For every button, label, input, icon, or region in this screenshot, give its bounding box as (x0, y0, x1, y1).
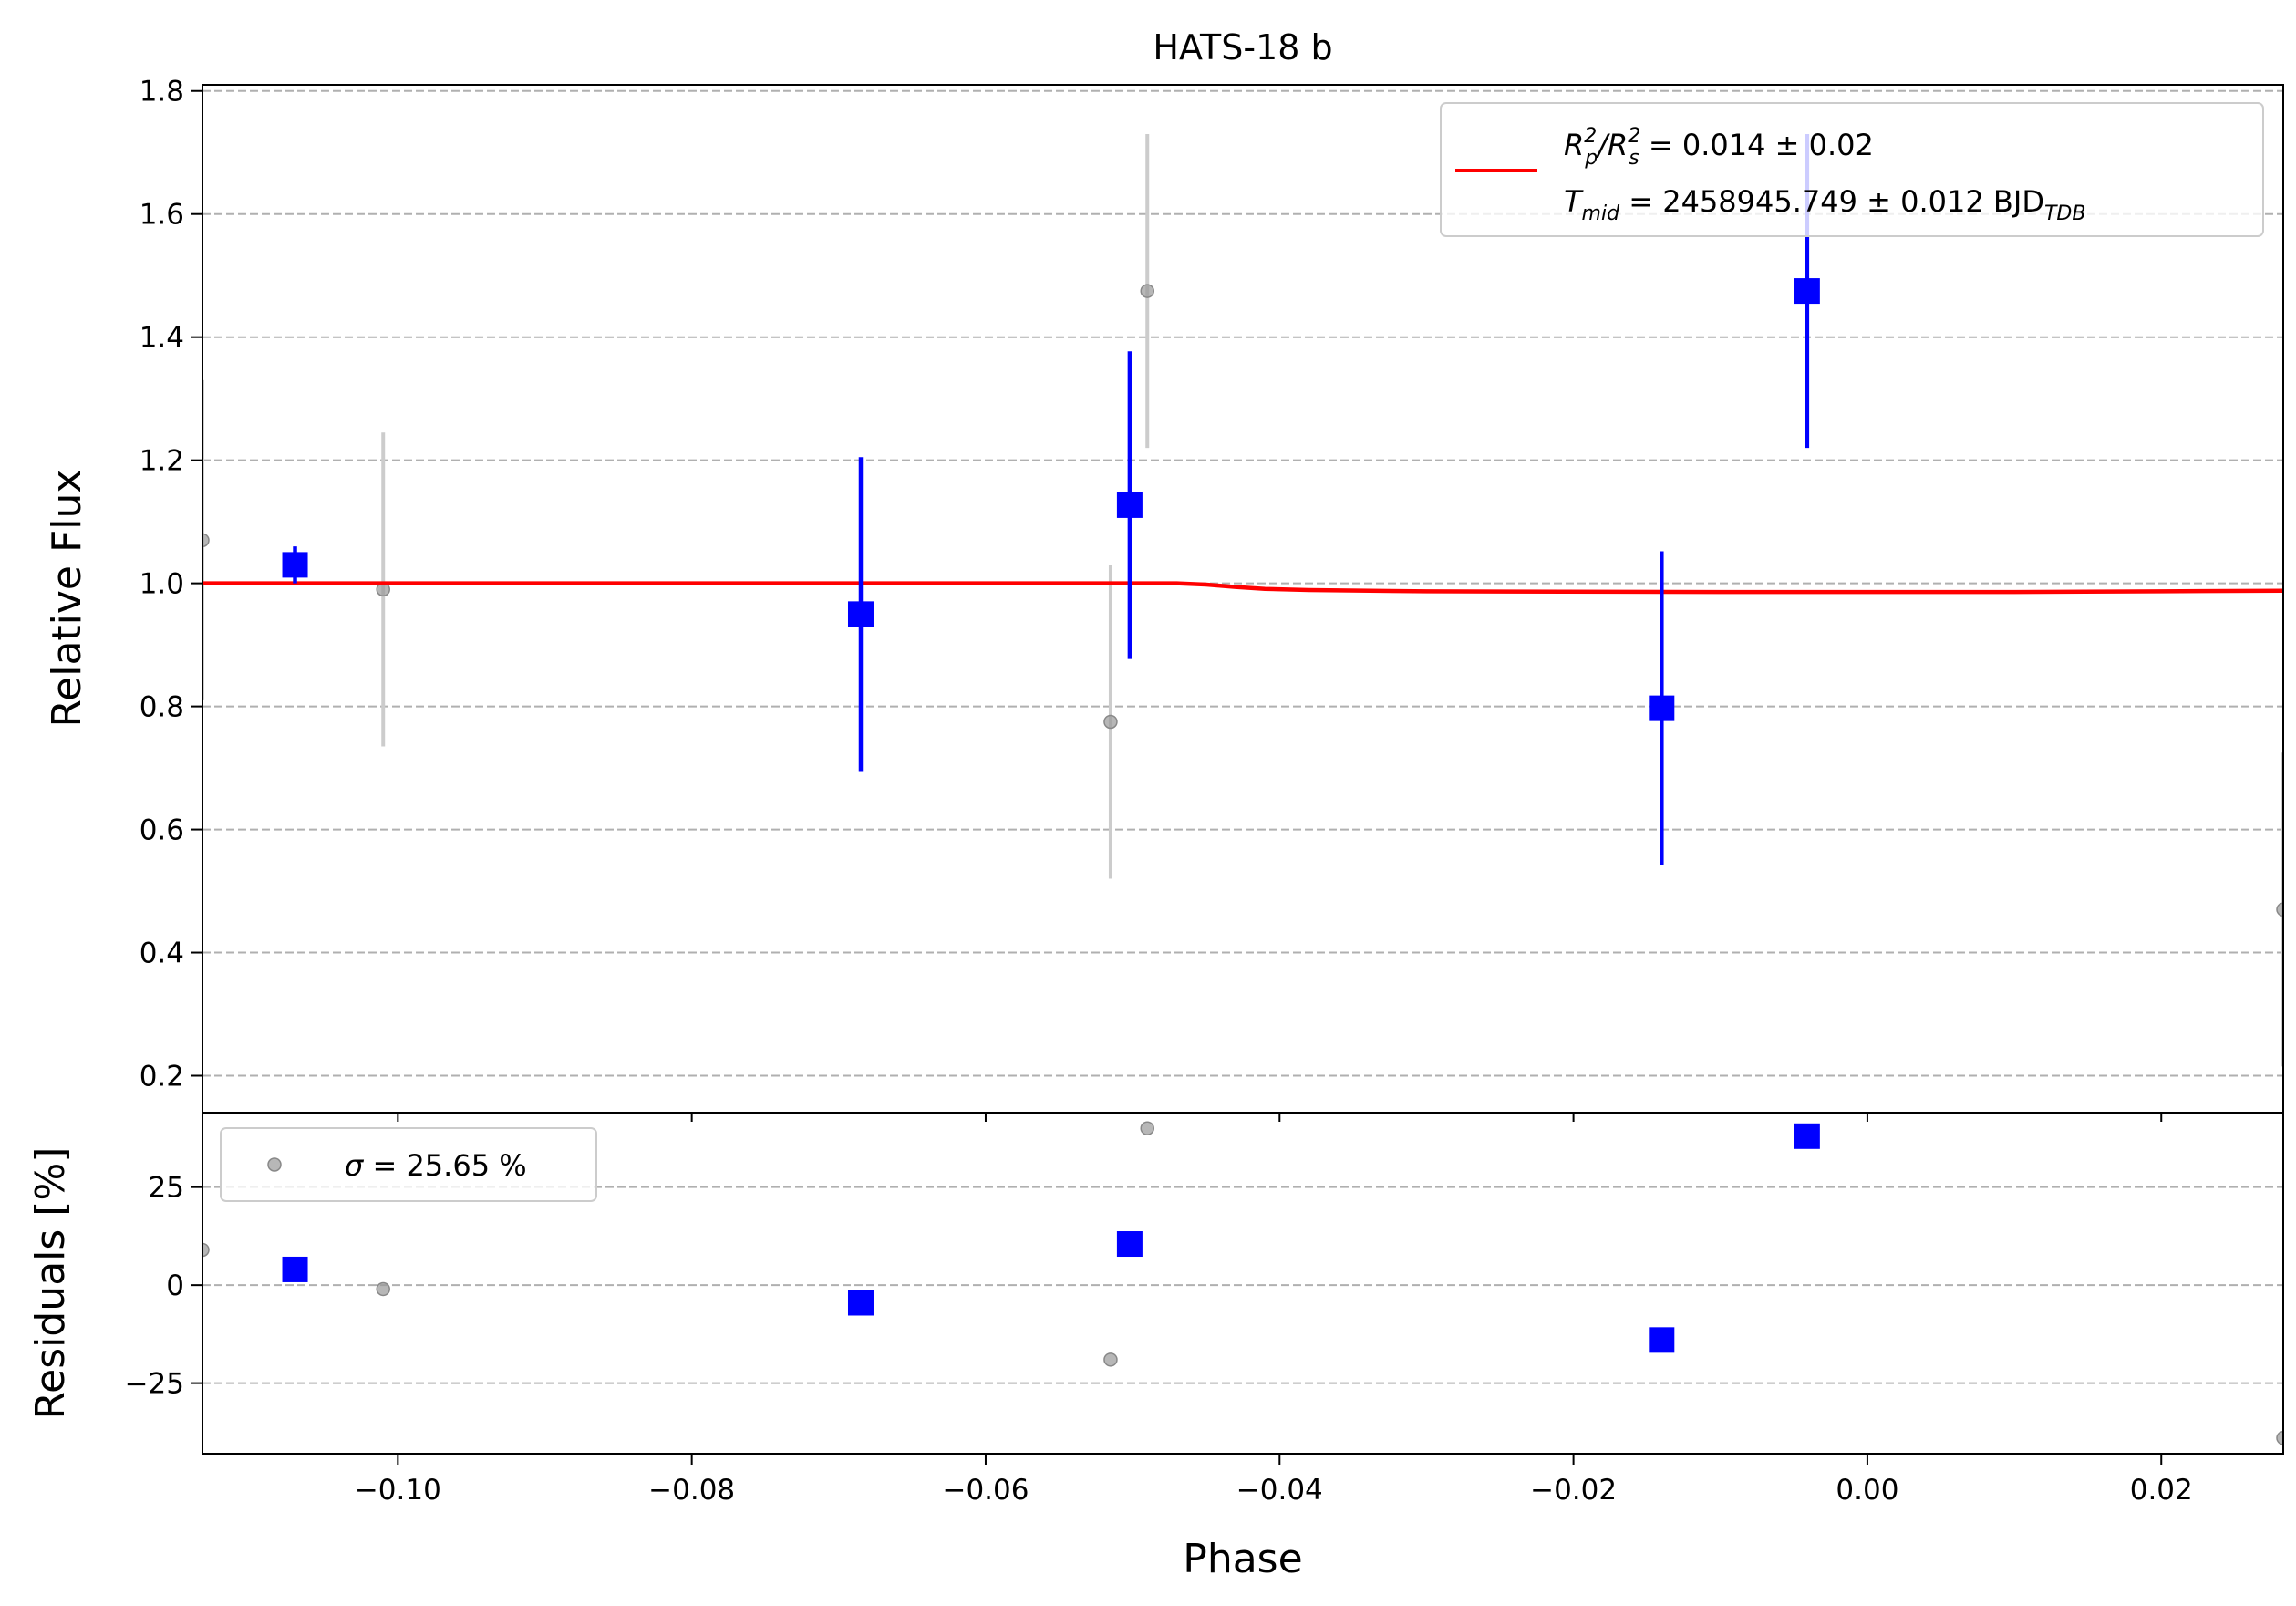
raw-data-point (2276, 902, 2283, 917)
y-axis-title-residuals: Residuals [%] (27, 1147, 74, 1420)
residual-y-axis: −25 0 25 (125, 1172, 202, 1401)
raw-residual-point (2276, 1431, 2283, 1445)
binned-data-point (1794, 278, 1820, 305)
main-legend: R2 p/R2 s = 0.014 ± 0.02 Tmid = 2458945.74… (1440, 102, 2264, 237)
legend-entry-scatter: σ = 25.65 % (345, 1148, 527, 1183)
raw-residual-point (1140, 1121, 1154, 1135)
binned-data-point (282, 552, 308, 578)
binned-data-point (847, 601, 874, 627)
residual-legend: σ = 25.65 % (220, 1127, 597, 1202)
raw-data-point (202, 533, 210, 548)
chart-title: HATS-18 b (1153, 27, 1332, 67)
x-tick-label: −0.04 (1236, 1474, 1323, 1507)
x-tick-label: −0.10 (355, 1474, 441, 1507)
x-tick-label: −0.02 (1530, 1474, 1617, 1507)
binned-residual-point (1116, 1231, 1143, 1258)
y-axis-title-main: Relative Flux (44, 470, 90, 728)
y-tick-label: 1.2 (140, 445, 184, 478)
binned-residual-point (847, 1290, 874, 1316)
y-tick-label: 0 (166, 1269, 184, 1302)
residual-legend-box (220, 1127, 597, 1202)
y-tick-label: 1.4 (140, 322, 184, 355)
raw-data-point (1140, 284, 1154, 298)
y-tick-label: 0.2 (140, 1061, 184, 1093)
raw-residual-point (1103, 1352, 1118, 1367)
x-axis-title: Phase (1183, 1536, 1302, 1582)
binned-residual-point (1794, 1123, 1820, 1149)
raw-data-point (1103, 714, 1118, 730)
x-tick-label: −0.06 (942, 1474, 1029, 1507)
main-plot-marks (202, 133, 2283, 1067)
legend-raw-marker-swatch (267, 1157, 282, 1172)
y-tick-label: 0.8 (140, 691, 184, 724)
x-axis: −0.10 −0.08 −0.06 −0.04 −0.02 0.00 0.02 (355, 1113, 2193, 1507)
y-tick-label: 0.6 (140, 814, 184, 847)
binned-residual-point (1649, 1327, 1675, 1353)
x-tick-label: −0.08 (648, 1474, 735, 1507)
raw-residual-point (376, 1281, 390, 1297)
y-tick-label: 25 (149, 1172, 184, 1205)
residual-gridlines (202, 1186, 2283, 1384)
x-tick-label: 0.00 (1836, 1474, 1898, 1507)
binned-residual-point (282, 1256, 308, 1282)
residual-plot-marks (202, 1121, 2283, 1445)
y-tick-label: 1.8 (140, 76, 184, 109)
main-plot-frame (202, 84, 2284, 1114)
y-tick-label: 0.4 (140, 938, 184, 970)
y-tick-label: 1.6 (140, 199, 184, 232)
legend-entry-radius-ratio: R2 p/R2 s = 0.014 ± 0.02 (1564, 125, 1874, 170)
main-legend-box (1440, 102, 2264, 237)
y-tick-label: −25 (125, 1368, 184, 1401)
main-y-axis: 0.2 0.4 0.6 0.8 1.0 1.2 1.4 1.6 1.8 (140, 76, 202, 1093)
x-tick-label: 0.02 (2130, 1474, 2193, 1507)
y-tick-label: 1.0 (140, 568, 184, 601)
raw-residual-point (202, 1242, 210, 1258)
binned-data-point (1649, 695, 1675, 721)
legend-entry-mid-time: Tmid = 2458945.749 ± 0.012 BJDTDB (1564, 184, 2085, 225)
transit-model-line (202, 581, 2283, 595)
binned-data-point (1116, 492, 1143, 518)
residual-plot-frame (202, 1112, 2284, 1455)
